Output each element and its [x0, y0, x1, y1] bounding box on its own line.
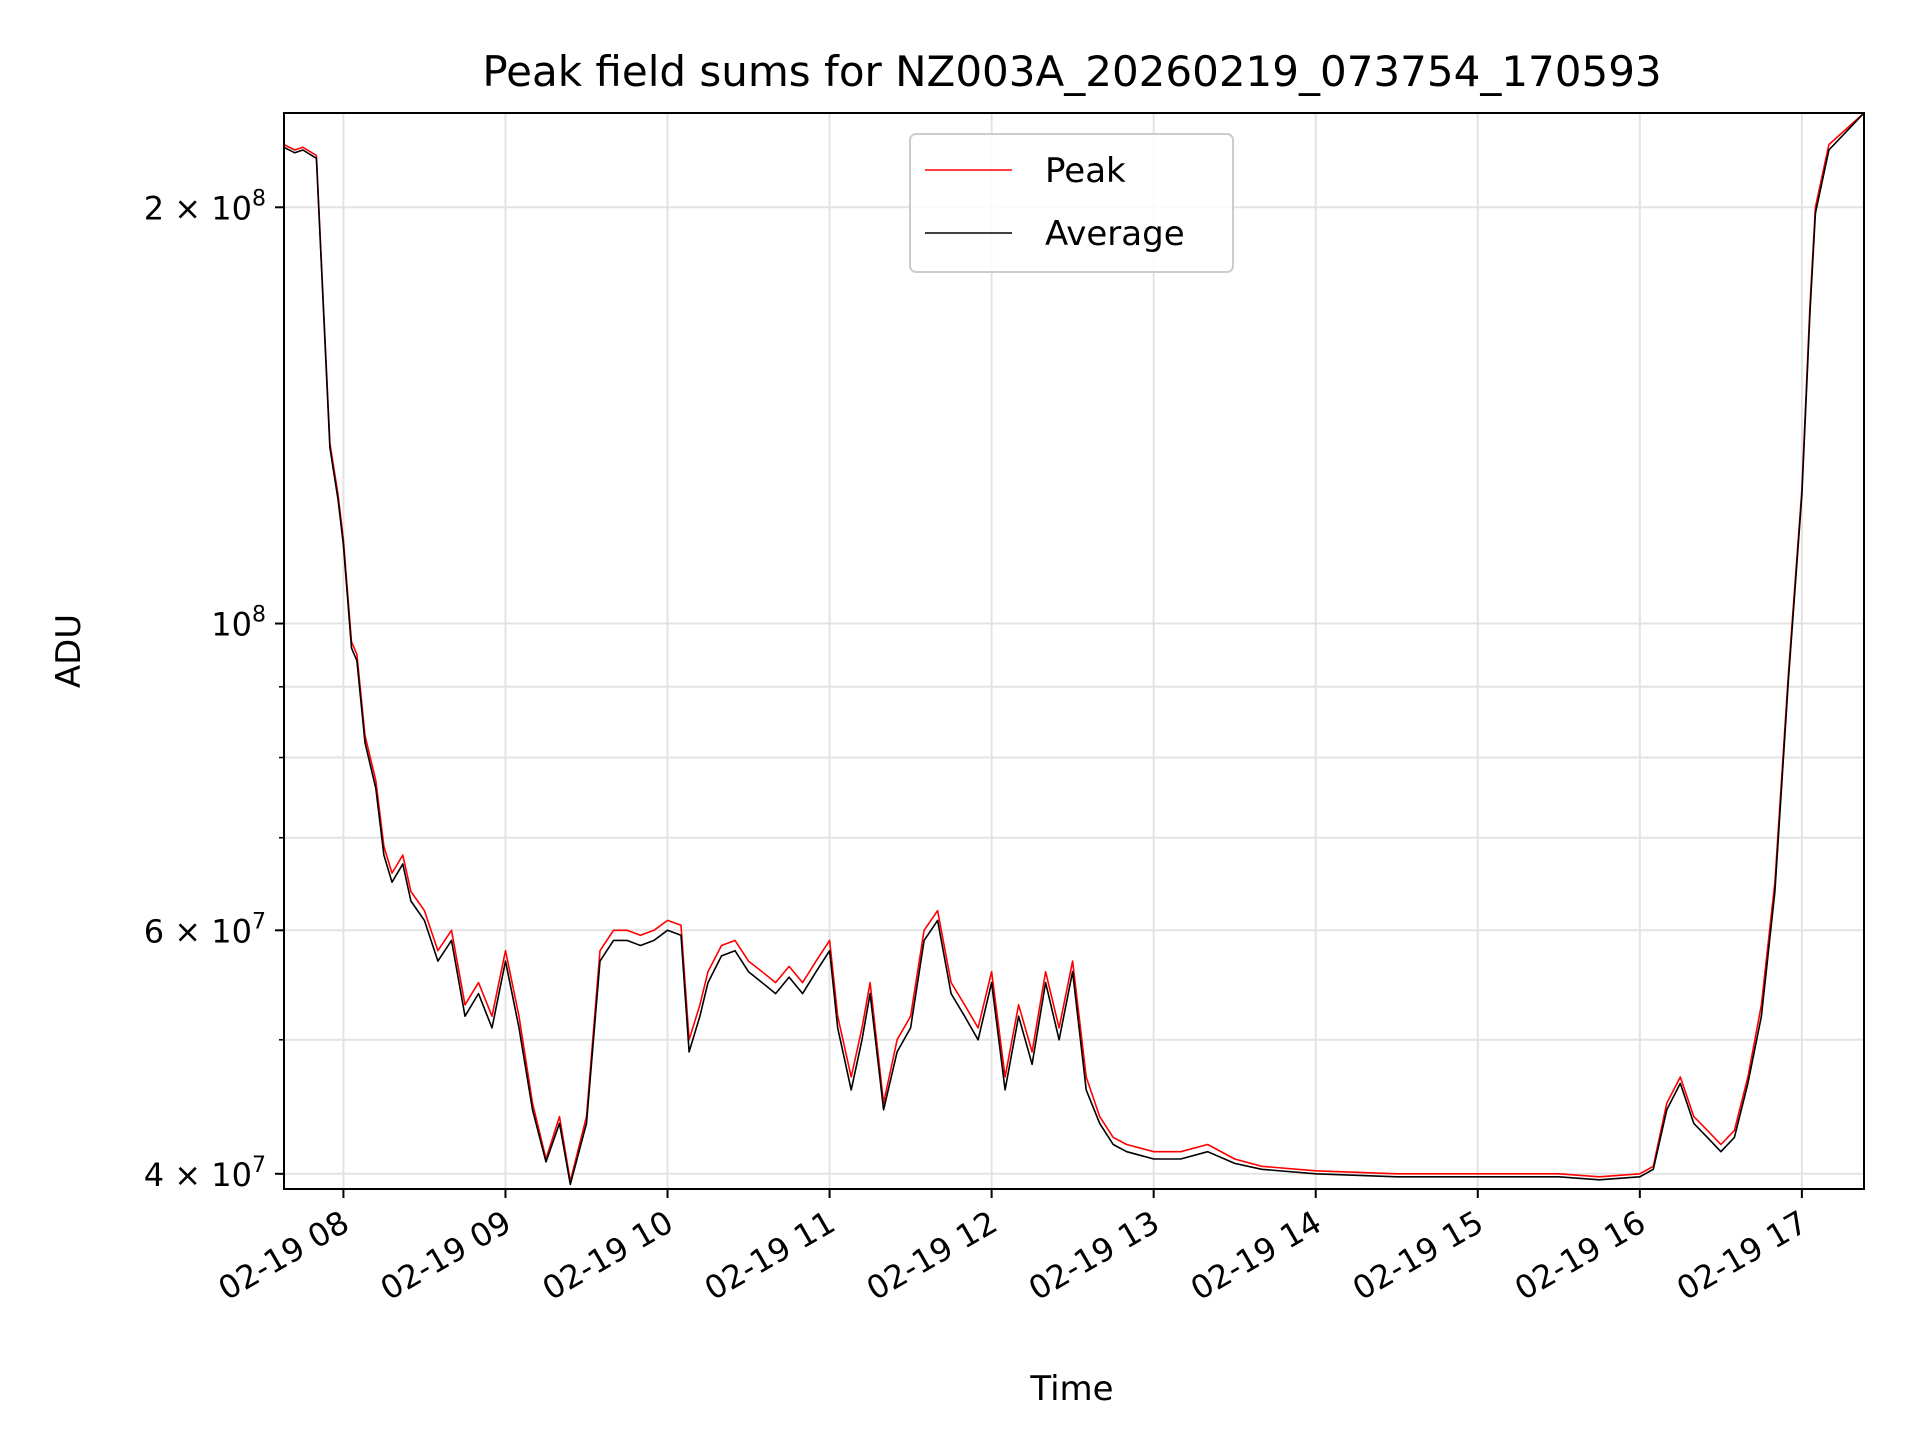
plot-lines [283, 112, 1865, 1186]
legend-peak-label: Peak [1045, 151, 1126, 191]
legend: Peak Average [909, 133, 1234, 273]
y-tick-label: 4 × 107 [144, 1153, 266, 1194]
y-axis: 4 × 107 6 × 107 108 2 × 108 [144, 186, 284, 1194]
y-tick-label: 6 × 107 [144, 909, 266, 950]
y-axis-label: ADU [49, 614, 89, 688]
plot-frame [283, 112, 1865, 1190]
legend-box [909, 133, 1234, 273]
series-line-average [283, 112, 1865, 1186]
legend-average-label: Average [1045, 214, 1185, 254]
y-tick-label: 2 × 108 [144, 186, 266, 227]
chart-title: Peak field sums for NZ003A_20260219_0737… [482, 47, 1661, 96]
x-axis-label: Time [1029, 1369, 1113, 1409]
series-line-peak [283, 112, 1865, 1183]
y-tick-label: 108 [211, 603, 266, 644]
